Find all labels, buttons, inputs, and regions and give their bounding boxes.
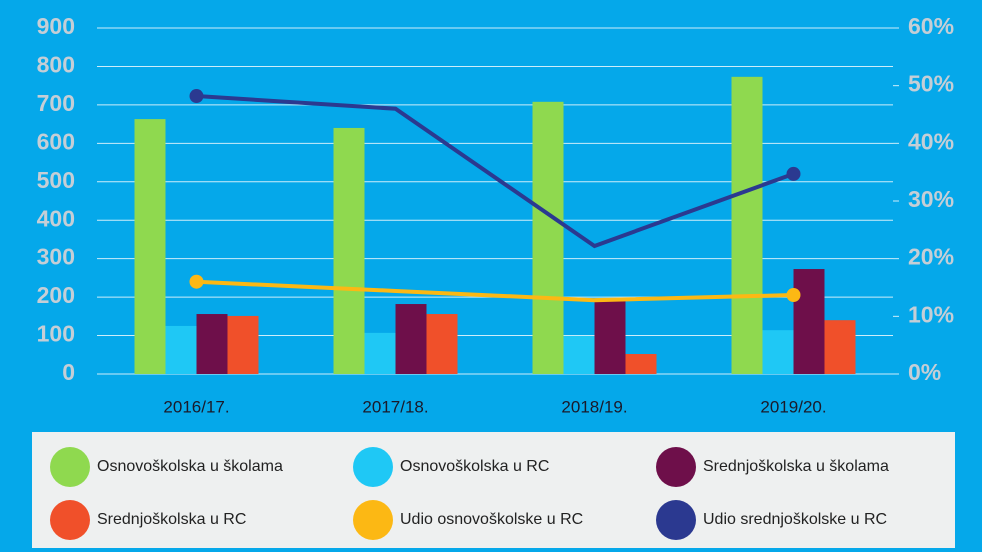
y2-tick-label: 0% <box>908 359 941 385</box>
bar <box>426 314 458 374</box>
y-tick-label: 0 <box>62 359 75 385</box>
legend-marker <box>353 447 393 487</box>
legend-marker <box>656 447 696 487</box>
y2-tick-label: 40% <box>908 128 954 154</box>
legend-label: Osnovoškolska u školama <box>97 458 283 475</box>
legend-marker <box>50 447 90 487</box>
line-marker <box>786 166 801 181</box>
bar <box>134 119 166 374</box>
y2-tick-label: 50% <box>908 71 954 97</box>
line-marker <box>189 274 204 289</box>
legend-marker <box>50 500 90 540</box>
bar <box>731 76 763 374</box>
bar <box>395 304 427 374</box>
line <box>196 279 794 303</box>
legend-label: Udio srednjoškolske u RC <box>703 511 887 528</box>
bar <box>364 332 396 374</box>
y-tick-label: 500 <box>37 167 75 193</box>
y-tick-label: 200 <box>37 282 75 308</box>
line-marker <box>786 287 801 302</box>
legend-label: Srednjoškolska u školama <box>703 458 889 475</box>
y-tick-label: 900 <box>37 13 75 39</box>
y2-tick-label: 10% <box>908 301 954 327</box>
legend-box <box>32 432 955 548</box>
bar <box>762 330 794 374</box>
x-tick-label: 2019/20. <box>760 397 826 416</box>
bar <box>227 315 259 374</box>
line-marker <box>189 89 204 104</box>
x-tick-label: 2016/17. <box>163 397 229 416</box>
y-tick-label: 800 <box>37 52 75 78</box>
x-tick-label: 2018/19. <box>561 397 627 416</box>
bar <box>594 299 626 374</box>
y2-tick-label: 30% <box>908 186 954 212</box>
x-tick-label: 2017/18. <box>362 397 428 416</box>
bar <box>625 354 657 374</box>
bar <box>563 335 595 374</box>
bar <box>532 101 564 375</box>
bar <box>165 325 197 374</box>
y-tick-label: 300 <box>37 244 75 270</box>
legend-label: Udio osnovoškolske u RC <box>400 511 583 528</box>
legend-label: Osnovoškolska u RC <box>400 458 549 475</box>
y-tick-label: 100 <box>37 321 75 347</box>
y-tick-label: 400 <box>37 205 75 231</box>
legend-marker <box>656 500 696 540</box>
bar <box>333 127 365 374</box>
bar <box>793 269 825 374</box>
bar <box>824 320 856 374</box>
y2-tick-label: 20% <box>908 244 954 270</box>
legend-label: Srednjoškolska u RC <box>97 511 246 528</box>
legend-marker <box>353 500 393 540</box>
line <box>196 94 795 249</box>
y2-tick-label: 60% <box>908 13 954 39</box>
y-tick-label: 600 <box>37 128 75 154</box>
y-tick-label: 700 <box>37 90 75 116</box>
bar <box>196 314 228 374</box>
